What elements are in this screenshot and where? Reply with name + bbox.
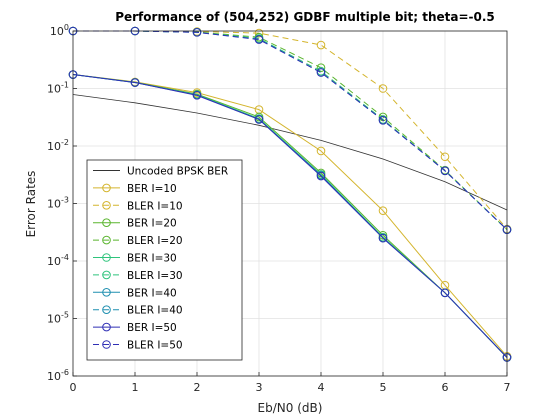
legend-item: BLER I=30	[93, 270, 183, 282]
y-tick-label: 10-6	[47, 368, 69, 383]
legend-item: BLER I=40	[93, 305, 183, 317]
x-tick-label: 2	[194, 381, 201, 394]
series-line	[72, 74, 508, 358]
x-axis-label: Eb/N0 (dB)	[258, 401, 323, 415]
y-axis-label: Error Rates	[24, 171, 38, 238]
legend-item: BER I=10	[93, 183, 177, 195]
data-point	[130, 78, 140, 87]
data-point	[316, 68, 326, 77]
x-tick-label: 4	[318, 381, 325, 394]
data-point	[254, 115, 264, 124]
series-uncoded-bpsk-ber	[72, 94, 508, 211]
data-point	[192, 27, 202, 37]
legend-item: BER I=30	[93, 253, 177, 265]
y-tick-label: 10-2	[47, 138, 69, 153]
y-tick-label: 10-3	[47, 196, 69, 211]
legend-item: BER I=20	[93, 218, 177, 230]
legend-item: BER I=40	[93, 287, 177, 299]
chart-title: Performance of (504,252) GDBF multiple b…	[115, 10, 495, 24]
legend-marker	[102, 218, 111, 227]
y-tick-label: 100	[50, 23, 69, 38]
legend-label: BER I=30	[127, 253, 177, 265]
legend-marker	[102, 235, 111, 245]
data-point	[378, 233, 388, 243]
data-point	[440, 166, 450, 176]
x-tick-label: 5	[380, 381, 387, 394]
data-point	[378, 84, 388, 93]
legend-label: Uncoded BPSK BER	[127, 166, 228, 178]
legend-marker	[102, 340, 111, 349]
data-point	[316, 40, 326, 50]
legend-item: BLER I=10	[93, 200, 183, 212]
legend-marker	[102, 305, 111, 315]
legend-marker	[102, 270, 111, 280]
legend-label: BLER I=20	[127, 235, 183, 247]
legend-item: BER I=50	[93, 322, 177, 334]
legend-label: BLER I=40	[127, 305, 183, 317]
x-tick-label: 7	[504, 381, 511, 394]
x-tick-label: 3	[256, 381, 263, 394]
legend-label: BLER I=10	[127, 200, 183, 212]
x-tick-label: 0	[70, 381, 77, 394]
y-tick-label: 10-1	[47, 81, 69, 96]
data-point	[440, 152, 450, 162]
legend-label: BER I=40	[127, 287, 177, 299]
data-point	[378, 206, 388, 215]
x-ticks: 0 1 2 3 4 5 6 7	[70, 372, 511, 394]
legend-label: BER I=10	[127, 183, 177, 195]
data-point	[316, 171, 326, 181]
data-point	[192, 91, 202, 100]
legend-label: BLER I=30	[127, 270, 183, 282]
legend-marker	[102, 322, 111, 332]
x-tick-label: 6	[442, 381, 449, 394]
x-tick-label: 1	[132, 381, 139, 394]
y-ticks: 100 10-1 10-2 10-3 10-4 10-5 10-6	[47, 23, 77, 383]
legend-marker	[102, 253, 111, 262]
series-line	[72, 94, 508, 211]
legend-marker	[102, 201, 111, 210]
legend-label: BLER I=50	[127, 340, 183, 352]
data-point	[440, 288, 450, 298]
legend-marker	[102, 288, 111, 297]
legend-item: Uncoded BPSK BER	[93, 166, 228, 178]
data-point	[378, 115, 388, 125]
data-point	[316, 63, 326, 73]
series-line	[72, 74, 508, 357]
y-tick-label: 10-4	[47, 253, 69, 268]
y-tick-label: 10-5	[47, 311, 69, 326]
legend: Uncoded BPSK BER BER I=10 BLER I=10 BER I=2…	[86, 159, 243, 361]
legend-label: BER I=20	[127, 218, 177, 230]
legend-marker	[102, 183, 111, 193]
legend-item: BLER I=50	[93, 340, 183, 352]
legend-label: BER I=50	[127, 322, 177, 334]
data-point	[316, 146, 326, 156]
legend-item: BLER I=20	[93, 235, 183, 247]
data-point	[254, 35, 264, 44]
data-point	[254, 28, 264, 38]
